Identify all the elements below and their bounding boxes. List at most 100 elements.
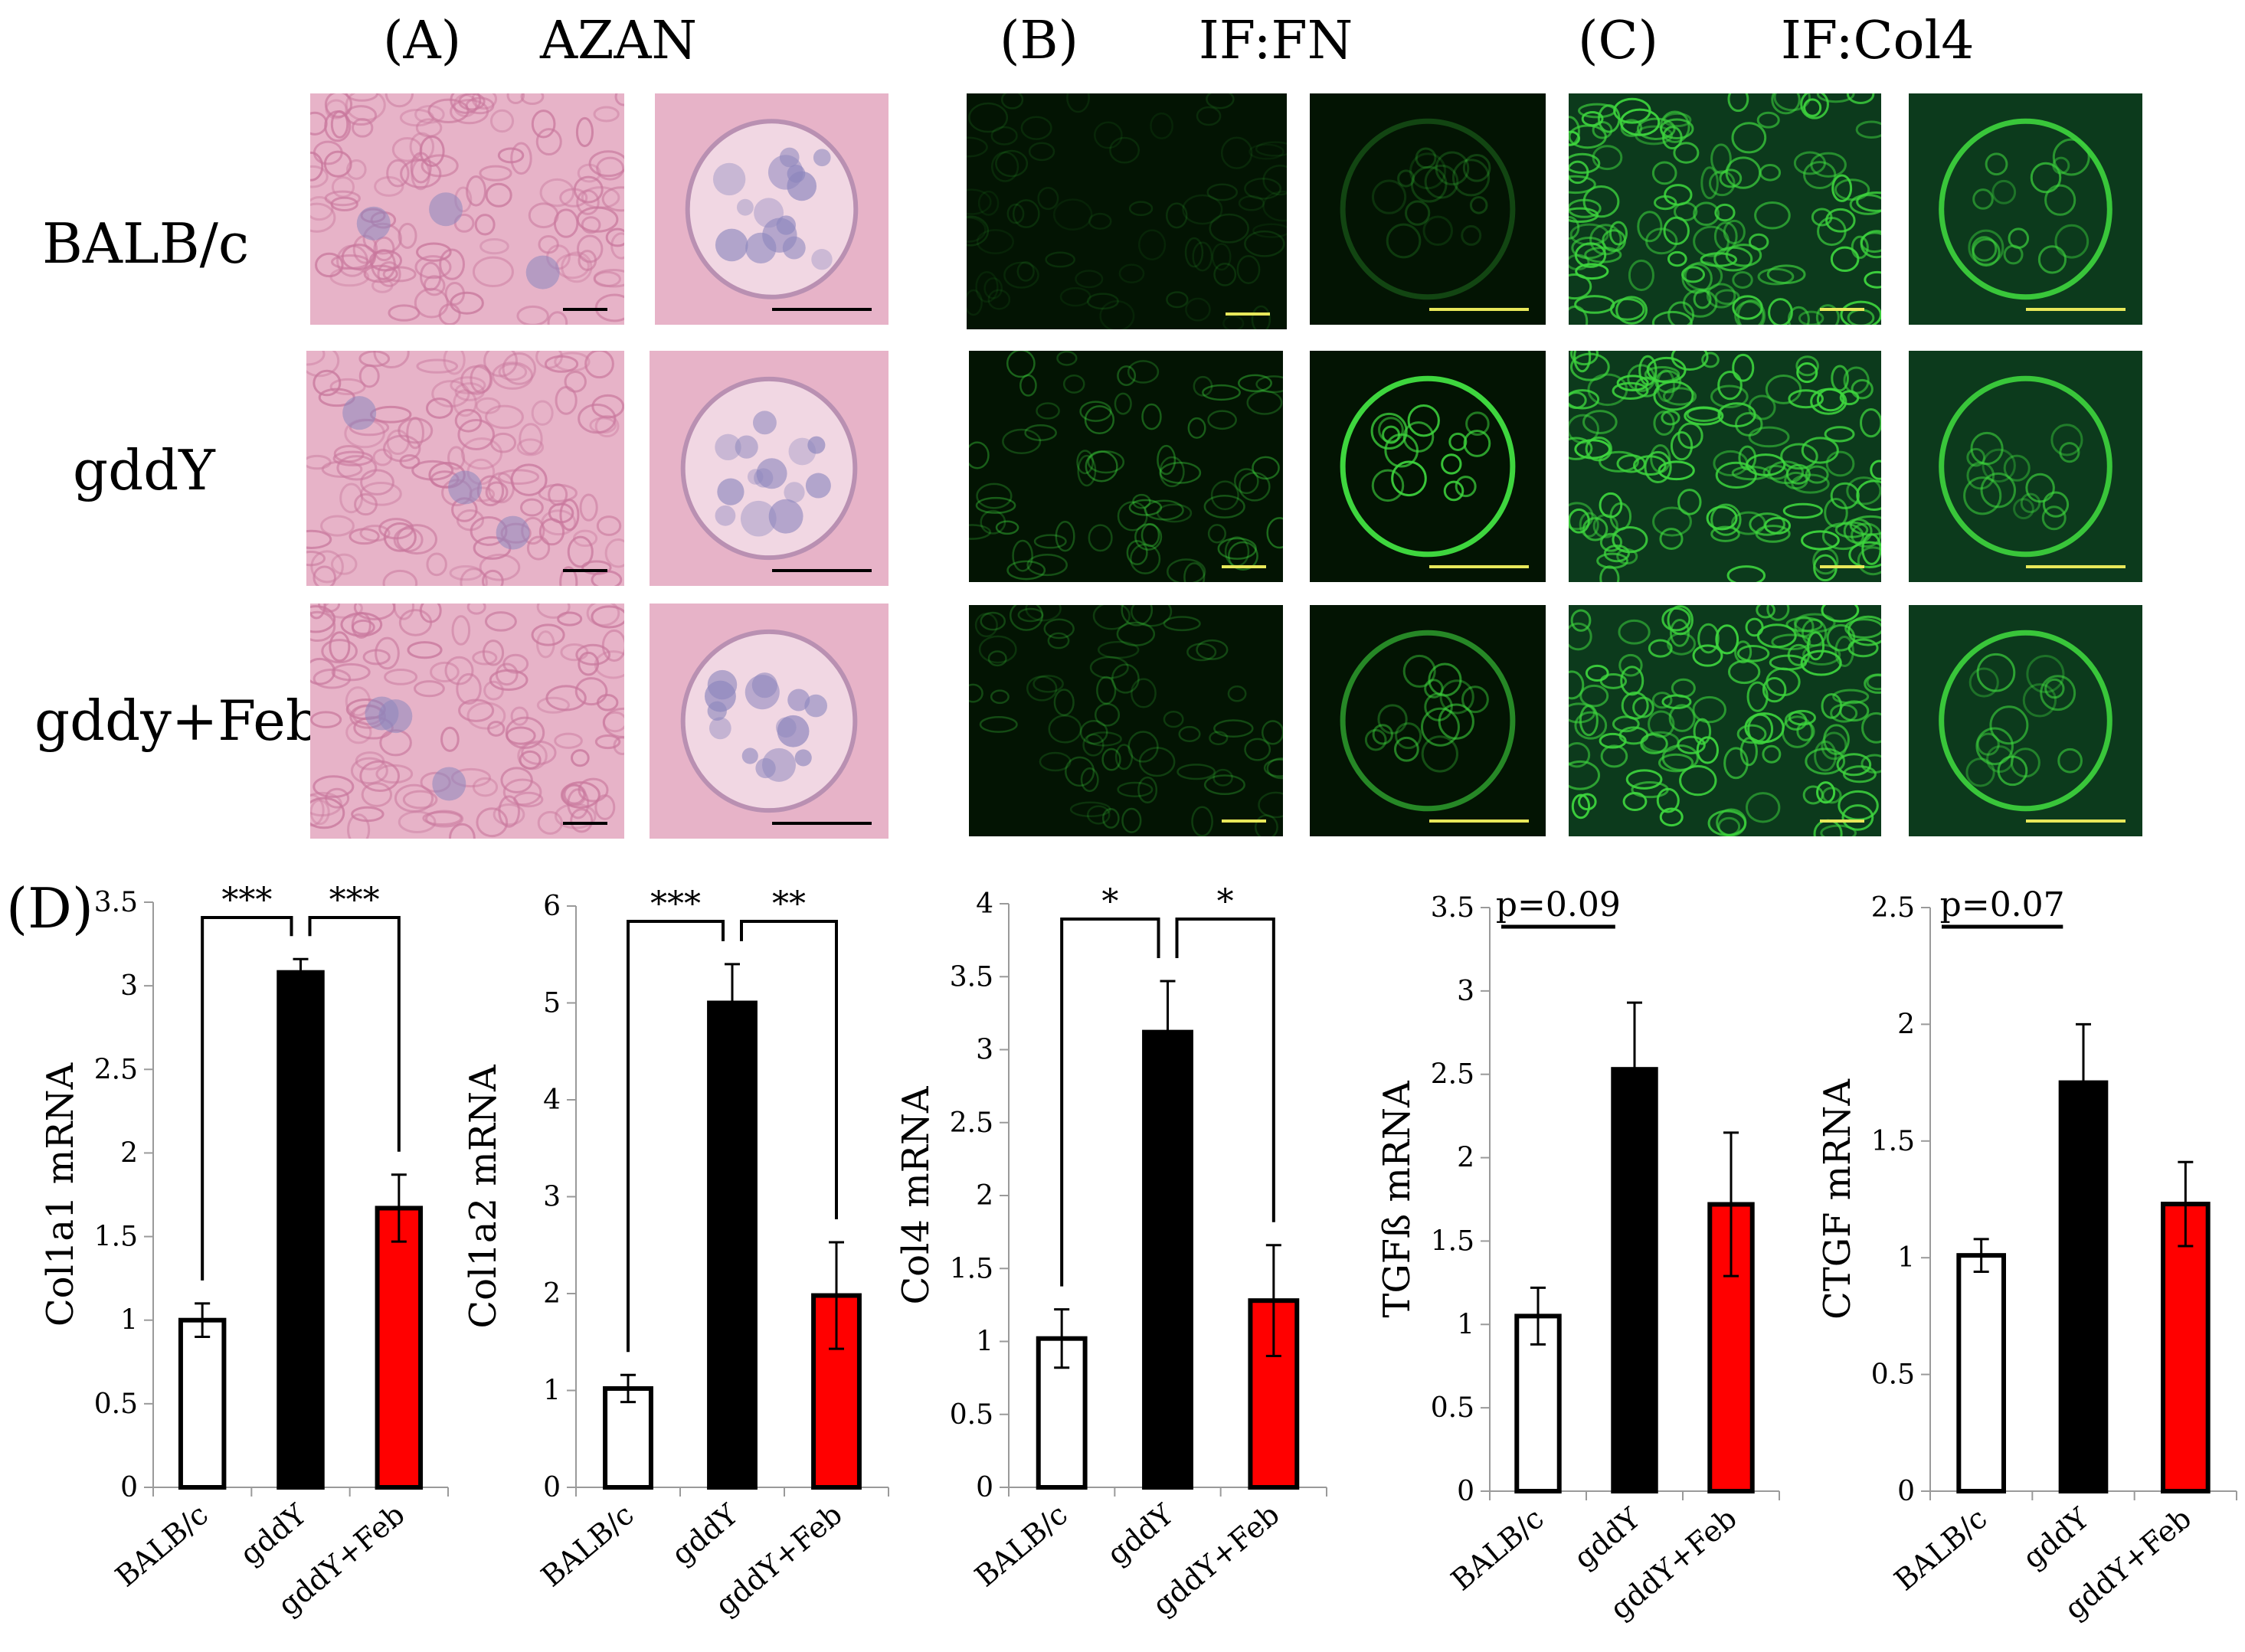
significance-stars: * [1217, 882, 1234, 921]
y-tick-label: 3 [120, 970, 138, 1002]
category-label: BALB/c [1445, 1501, 1550, 1597]
pvalue-label: p=0.07 [1940, 885, 2065, 924]
micrograph-col4-high [1909, 351, 2142, 582]
y-tick-label: 2.5 [94, 1054, 138, 1085]
y-axis-label: Col1a1 mRNA [39, 1062, 82, 1327]
micrograph-azan-high [655, 93, 889, 325]
bar [277, 970, 325, 1490]
y-tick-label: 0 [1897, 1476, 1915, 1507]
micrograph-if-high [1310, 93, 1546, 325]
stain-title-azan: AZAN [540, 11, 697, 71]
bar [1142, 1029, 1193, 1490]
stain-title-fn: IF:FN [1199, 11, 1353, 71]
y-tick-label: 6 [543, 891, 561, 922]
significance-bracket [1060, 918, 1160, 1287]
y-tick-label: 2 [120, 1137, 138, 1169]
y-tick-label: 0 [1457, 1476, 1474, 1507]
y-tick-label: 3.5 [1431, 892, 1474, 924]
y-tick-label: 2 [1897, 1009, 1915, 1040]
y-tick-label: 3.5 [94, 887, 138, 918]
micrograph-if-high [1310, 351, 1546, 582]
bar [178, 1317, 227, 1490]
y-axis-label: CTGF mRNA [1816, 1078, 1859, 1320]
y-tick-label: 2.5 [950, 1107, 993, 1139]
micrograph-azan-high [650, 604, 889, 839]
significance-stars: *** [329, 881, 380, 920]
y-tick-label: 3 [976, 1035, 993, 1066]
y-tick-label: 0 [976, 1472, 993, 1503]
category-label: gddY [2016, 1501, 2096, 1575]
bar [2161, 1202, 2211, 1493]
pvalue-label: p=0.09 [1496, 885, 1621, 924]
y-tick-label: 1.5 [950, 1253, 993, 1284]
category-label: BALB/c [968, 1497, 1074, 1593]
y-tick-label: 1 [120, 1305, 138, 1336]
category-label: gddY [1101, 1497, 1180, 1572]
micrograph-col4-low [1569, 93, 1881, 325]
y-tick-label: 3.5 [950, 961, 993, 993]
row-label-gddy-feb: gddy+Feb [34, 689, 321, 753]
y-tick-label: 0.5 [950, 1399, 993, 1431]
y-tick-label: 0.5 [1431, 1392, 1474, 1424]
y-tick-label: 2 [543, 1278, 561, 1310]
category-label: gddY [1567, 1501, 1647, 1575]
category-label: gddY [665, 1497, 745, 1572]
y-tick-label: 2.5 [1431, 1059, 1474, 1091]
micrograph-col4-low [1569, 351, 1881, 582]
bar [2058, 1080, 2109, 1493]
row-label-gddy: gddY [73, 438, 215, 502]
micrograph-if-high [1310, 605, 1546, 836]
panel-label-d: (D) [6, 876, 93, 940]
y-tick-label: 1 [976, 1327, 993, 1358]
significance-stars: * [1101, 882, 1118, 921]
y-axis-label: Col1a2 mRNA [462, 1064, 505, 1329]
significance-bracket [308, 916, 401, 1152]
significance-bracket [740, 920, 838, 1219]
y-tick-label: 2.5 [1871, 892, 1915, 924]
bar [1611, 1067, 1658, 1493]
y-axis-label: TGFß mRNA [1376, 1080, 1419, 1318]
category-label: gddY [234, 1497, 313, 1572]
micrograph-if-low [969, 351, 1283, 582]
y-tick-label: 0.5 [1871, 1359, 1915, 1391]
micrograph-col4-low [1569, 605, 1881, 836]
significance-bracket [201, 916, 293, 1281]
bar [707, 1000, 758, 1490]
significance-bracket [627, 920, 725, 1353]
y-tick-label: 4 [543, 1084, 561, 1116]
y-tick-label: 4 [976, 888, 993, 920]
y-axis-label: Col4 mRNA [895, 1085, 938, 1304]
panel-label-b: (B) [1000, 11, 1079, 71]
micrograph-if-low [967, 93, 1287, 329]
y-tick-label: 0.5 [94, 1389, 138, 1420]
significance-stars: *** [221, 881, 272, 920]
significance-stars: *** [650, 885, 701, 924]
y-tick-label: 2 [1457, 1143, 1474, 1174]
y-tick-label: 0 [120, 1472, 138, 1503]
y-tick-label: 1.5 [1871, 1126, 1915, 1157]
panel-label-c: (C) [1578, 11, 1659, 71]
y-tick-label: 3 [543, 1182, 561, 1213]
micrograph-azan-low [310, 93, 624, 325]
y-tick-label: 1 [1897, 1242, 1915, 1274]
y-tick-label: 1 [543, 1376, 561, 1407]
category-label: BALB/c [1888, 1501, 1994, 1597]
panel-label-a: (A) [383, 11, 462, 71]
bar [603, 1385, 653, 1490]
y-tick-label: 1 [1457, 1309, 1474, 1340]
y-tick-label: 2 [976, 1180, 993, 1212]
category-label: BALB/c [109, 1497, 214, 1593]
micrograph-col4-high [1909, 93, 2142, 325]
micrograph-azan-low [310, 604, 624, 839]
category-label: BALB/c [535, 1497, 640, 1593]
significance-bracket [1175, 918, 1275, 1222]
micrograph-if-low [969, 605, 1283, 836]
y-tick-label: 1.5 [1431, 1225, 1474, 1257]
micrograph-azan-high [650, 351, 889, 586]
y-tick-label: 5 [543, 988, 561, 1019]
stain-title-col4: IF:Col4 [1781, 11, 1975, 71]
y-tick-label: 0 [543, 1472, 561, 1503]
bar [1956, 1253, 2006, 1493]
y-tick-label: 3 [1457, 976, 1474, 1007]
